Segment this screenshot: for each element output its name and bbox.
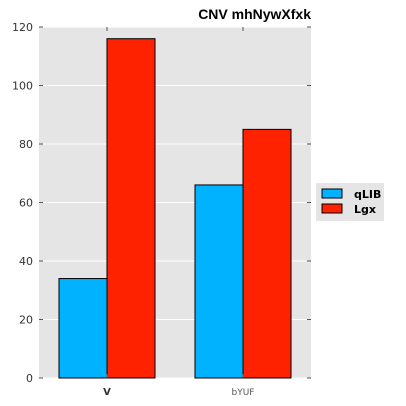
- legend-swatch-qLIB: [321, 188, 343, 199]
- bar-qLIB-V: [58, 278, 108, 379]
- y-axis: 0 20 40 60 80 100 120: [12, 21, 311, 385]
- x-tick-label: bYUF: [232, 388, 255, 398]
- y-tick-label: 60: [19, 197, 33, 210]
- y-tick-label: 100: [12, 80, 33, 93]
- legend: qLIB Lgx: [316, 183, 384, 221]
- legend-label: Lgx: [354, 203, 376, 216]
- bars: [58, 38, 292, 379]
- legend-label: qLIB: [354, 188, 381, 201]
- x-tick-label: V: [103, 387, 111, 398]
- y-tick-label: 120: [12, 21, 33, 34]
- y-tick-label: 0: [26, 372, 33, 385]
- chart-title: CNV mhNywXfxk: [198, 6, 311, 22]
- bar-Lgx-bYUF: [242, 128, 292, 379]
- y-tick-label: 20: [19, 314, 33, 327]
- bar-Lgx-V: [106, 38, 156, 379]
- y-tick-label: 80: [19, 138, 33, 151]
- y-tick-label: 40: [19, 255, 33, 268]
- legend-swatch-Lgx: [321, 203, 343, 214]
- bar-qLIB-bYUF: [194, 184, 244, 379]
